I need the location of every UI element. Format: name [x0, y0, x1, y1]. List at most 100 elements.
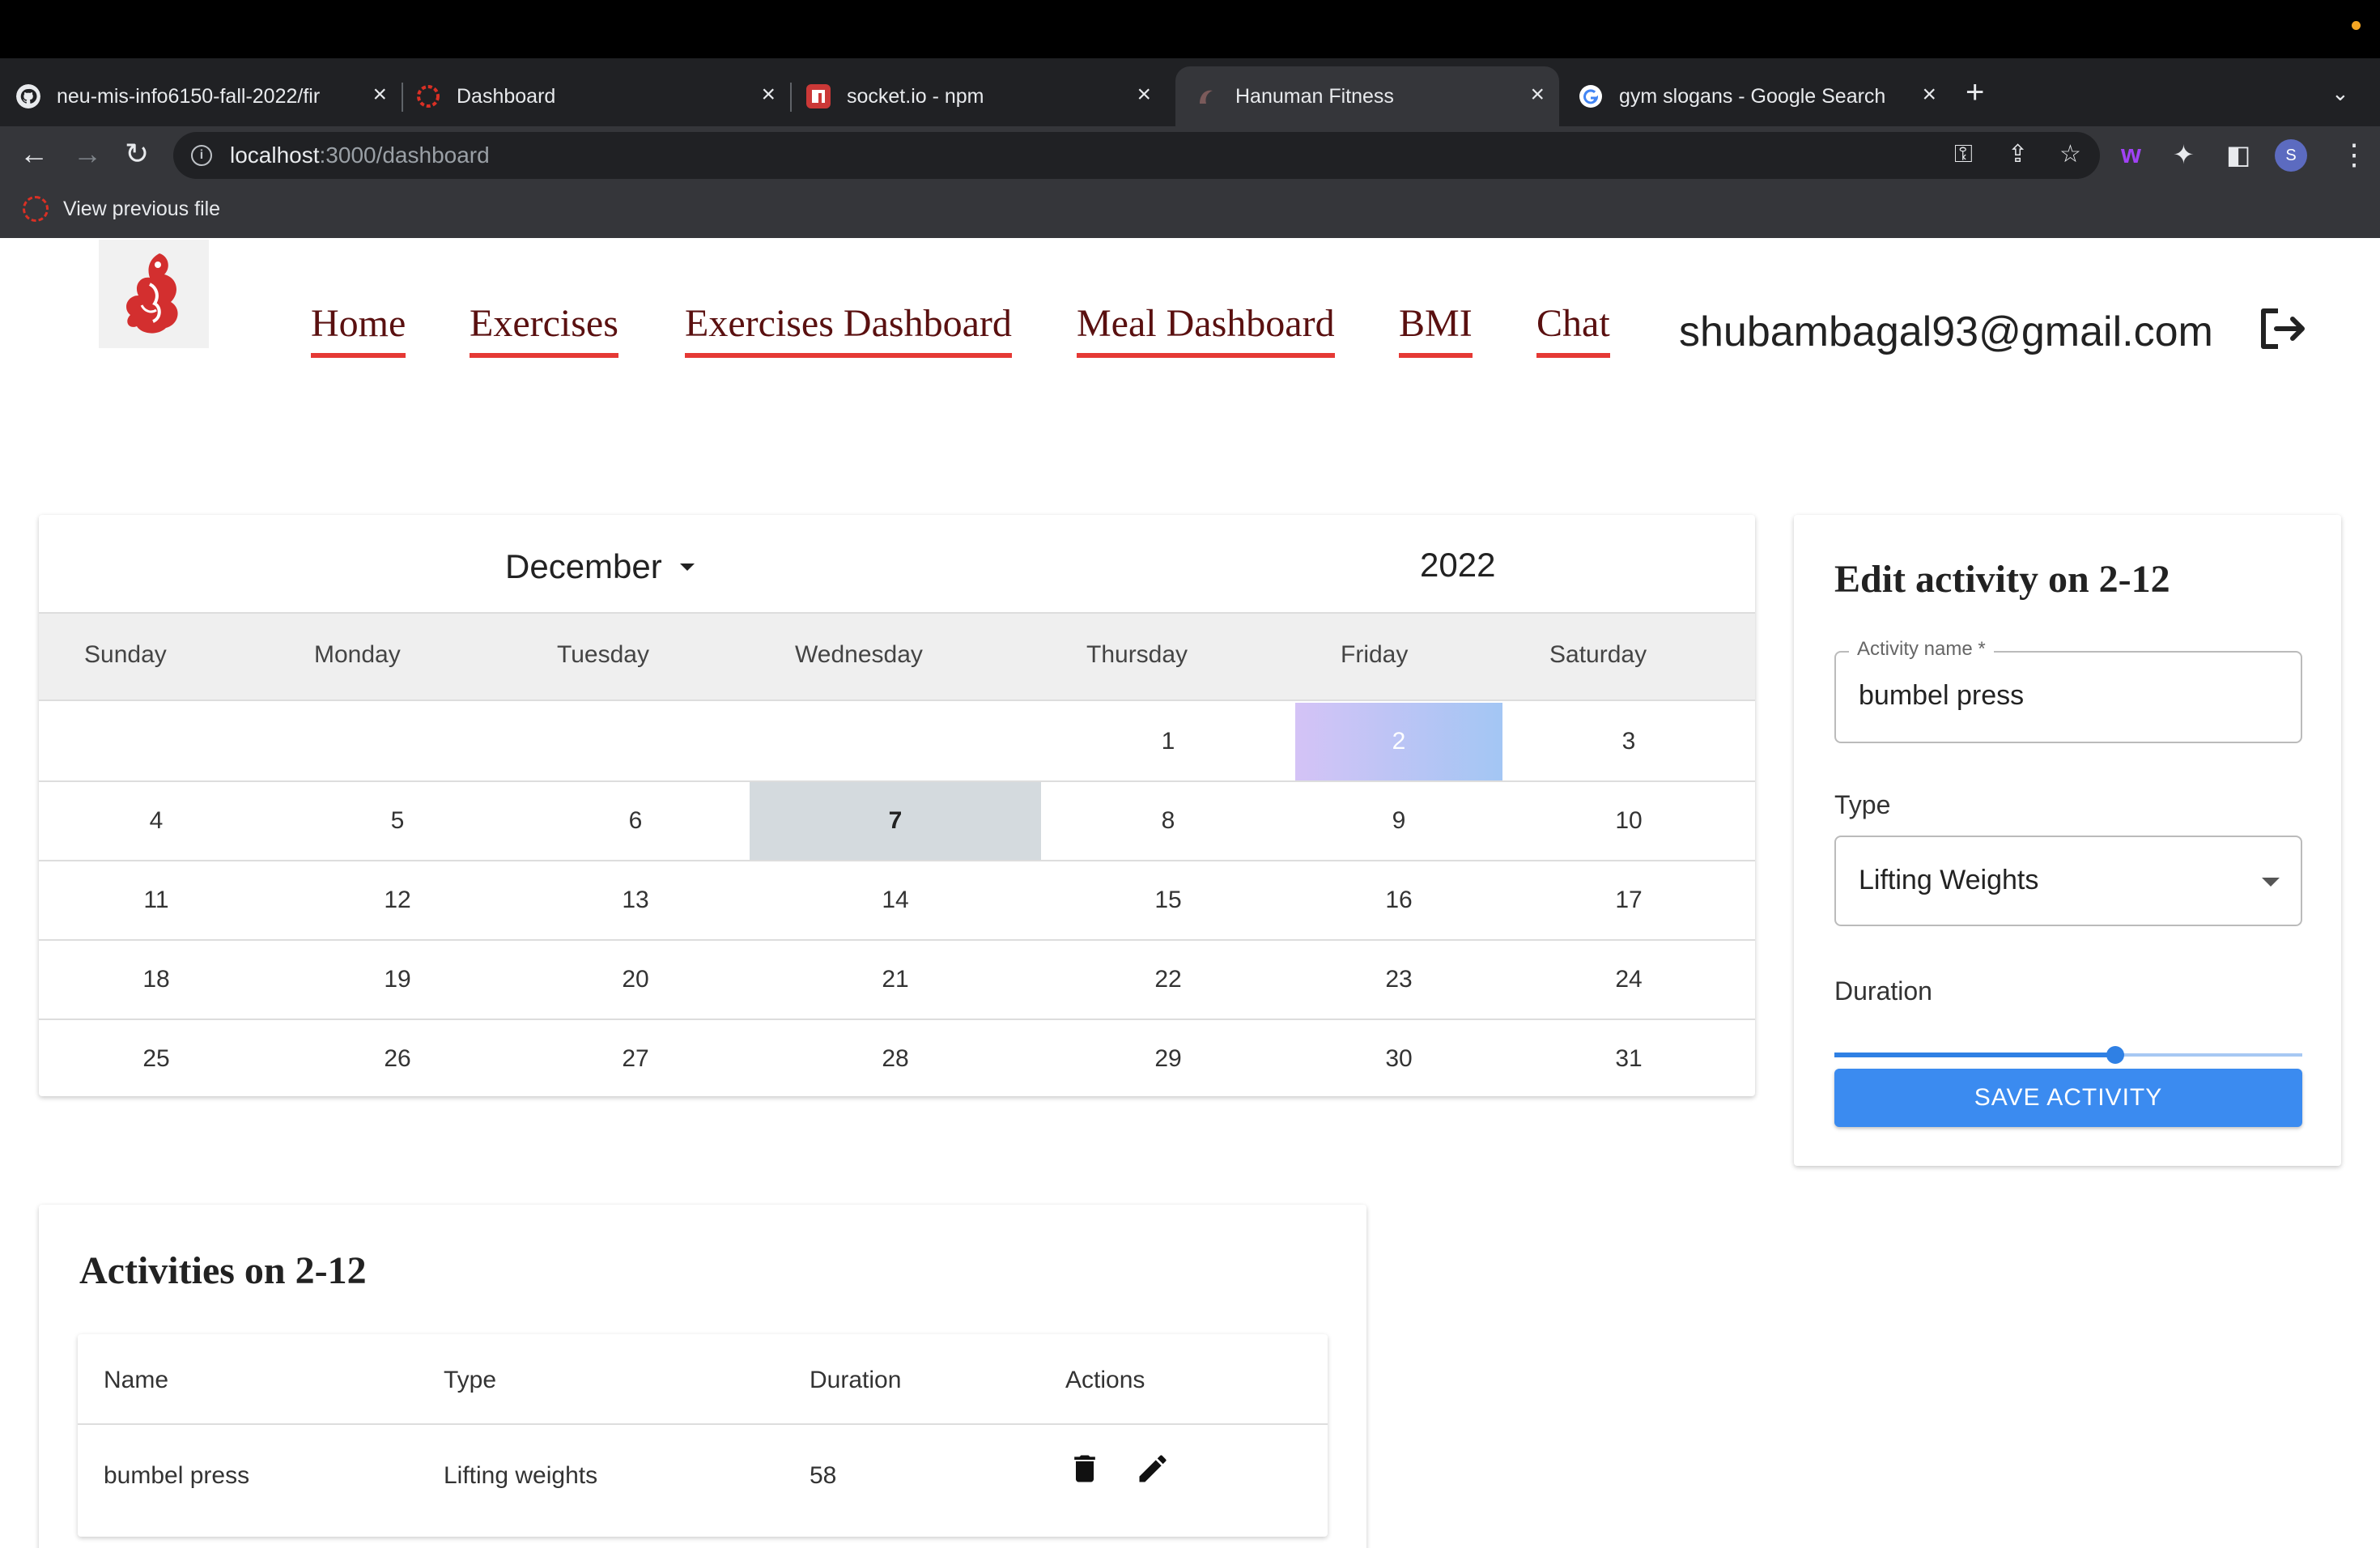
- forward-arrow-icon[interactable]: →: [73, 137, 102, 170]
- address-bar[interactable]: i localhost:3000/dashboard: [173, 132, 2100, 179]
- month-selector[interactable]: December: [505, 547, 695, 586]
- delete-trash-icon[interactable]: [1067, 1451, 1103, 1486]
- type-select[interactable]: Lifting Weights: [1834, 836, 2302, 926]
- calendar-day-cell[interactable]: 20: [622, 966, 649, 993]
- calendar-empty-cell: [521, 703, 750, 780]
- close-tab-icon[interactable]: ×: [1137, 81, 1151, 108]
- calendar-day-cell[interactable]: 5: [390, 807, 405, 834]
- activities-title: Activities on 2-12: [79, 1249, 367, 1292]
- close-tab-icon[interactable]: ×: [761, 81, 776, 108]
- tab-search-chevron-icon[interactable]: ⌄: [2331, 81, 2349, 105]
- calendar-day-cell[interactable]: 10: [1615, 807, 1643, 834]
- tab-hanuman-fitness[interactable]: Hanuman Fitness ×: [1175, 66, 1559, 126]
- year-label[interactable]: 2022: [1420, 546, 1496, 584]
- type-select-value: Lifting Weights: [1859, 865, 2039, 895]
- profile-avatar[interactable]: S: [2275, 139, 2307, 172]
- calendar-day-cell[interactable]: 23: [1385, 966, 1413, 993]
- bookmark-star-icon[interactable]: ☆: [2059, 141, 2081, 168]
- calendar-day-cell[interactable]: 1: [1161, 728, 1175, 755]
- reload-icon[interactable]: ↻: [125, 137, 150, 170]
- calendar-day-cell[interactable]: 30: [1385, 1045, 1413, 1072]
- calendar-day-cell[interactable]: 8: [1161, 807, 1175, 834]
- duration-slider[interactable]: [1834, 1043, 2302, 1067]
- calendar-day-cell[interactable]: 17: [1615, 887, 1643, 913]
- column-header-type: Type: [444, 1367, 497, 1393]
- calendar-day-cell[interactable]: 12: [384, 887, 411, 913]
- bookmarks-bar: View previous file: [0, 185, 2380, 238]
- calendar-day-cell[interactable]: 16: [1385, 887, 1413, 913]
- tab-npm[interactable]: socket.io - npm ×: [806, 66, 1166, 126]
- recording-indicator-icon: [2352, 21, 2361, 30]
- calendar-day-cell[interactable]: 19: [384, 966, 411, 993]
- calendar-week-row: 1 2 3: [39, 703, 1755, 782]
- nav-exercises[interactable]: Exercises: [470, 300, 618, 358]
- calendar-day-cell[interactable]: 27: [622, 1045, 649, 1072]
- calendar-week-row: 25 26 27 28 29 30 31: [39, 1020, 1755, 1099]
- close-tab-icon[interactable]: ×: [372, 81, 387, 108]
- tab-github[interactable]: neu-mis-info6150-fall-2022/fir ×: [16, 66, 403, 126]
- calendar-day-cell[interactable]: 22: [1154, 966, 1182, 993]
- calendar-day-cell[interactable]: 29: [1154, 1045, 1182, 1072]
- hanuman-favicon-icon: [1200, 90, 1213, 104]
- bookmark-view-previous-file[interactable]: View previous file: [23, 196, 220, 222]
- tab-dashboard[interactable]: Dashboard ×: [416, 66, 792, 126]
- user-email: shubambagal93@gmail.com: [1679, 308, 2213, 355]
- activity-name-label: Activity name *: [1849, 638, 1994, 661]
- calendar-day-cell[interactable]: 26: [384, 1045, 411, 1072]
- calendar-day-cell[interactable]: 9: [1392, 807, 1406, 834]
- weekday-label: Friday: [1341, 641, 1409, 668]
- activities-card: Activities on 2-12 Name Type Duration Ac…: [39, 1205, 1366, 1548]
- back-arrow-icon[interactable]: ←: [19, 137, 49, 170]
- nav-chat[interactable]: Chat: [1536, 300, 1610, 358]
- tab-label: socket.io - npm: [847, 84, 984, 108]
- calendar-day-cell[interactable]: 14: [882, 887, 909, 913]
- weekday-label: Wednesday: [795, 641, 923, 668]
- table-header-row: Name Type Duration Actions: [78, 1334, 1328, 1425]
- column-header-duration: Duration: [810, 1367, 902, 1393]
- key-icon[interactable]: ⚿: [1954, 141, 1973, 168]
- browser-menu-icon[interactable]: ⋮: [2340, 138, 2369, 171]
- site-info-icon[interactable]: i: [191, 145, 212, 166]
- calendar-day-cell[interactable]: 24: [1615, 966, 1643, 993]
- extension-w-icon[interactable]: w: [2121, 139, 2141, 168]
- share-icon[interactable]: ⇪: [2008, 141, 2029, 168]
- address-url: localhost:3000/dashboard: [230, 142, 490, 168]
- nav-meal-dashboard[interactable]: Meal Dashboard: [1077, 300, 1335, 358]
- new-tab-plus-icon[interactable]: +: [1966, 74, 1985, 110]
- calendar-day-cell[interactable]: 3: [1621, 728, 1636, 755]
- calendar-day-cell[interactable]: 6: [628, 807, 643, 834]
- extensions-puzzle-icon[interactable]: ✦: [2173, 140, 2195, 169]
- hanuman-logo-icon: [126, 253, 178, 334]
- calendar-day-cell[interactable]: 2: [1295, 703, 1502, 780]
- app-logo[interactable]: [99, 240, 209, 348]
- calendar-day-cell[interactable]: 11: [143, 887, 169, 913]
- nav-exercises-dashboard[interactable]: Exercises Dashboard: [685, 300, 1012, 358]
- calendar-day-cell[interactable]: 21: [882, 966, 909, 993]
- calendar-day-cell[interactable]: 28: [882, 1045, 909, 1072]
- calendar-day-cell[interactable]: 18: [142, 966, 170, 993]
- edit-pencil-icon[interactable]: [1135, 1451, 1171, 1486]
- close-tab-icon[interactable]: ×: [1922, 81, 1936, 108]
- calendar-day-cell[interactable]: 4: [149, 807, 164, 834]
- calendar-day-cell[interactable]: 13: [622, 887, 649, 913]
- nav-bmi[interactable]: BMI: [1399, 300, 1473, 358]
- save-activity-button[interactable]: SAVE ACTIVITY: [1834, 1069, 2302, 1127]
- activity-name-field[interactable]: Activity name * bumbel press: [1834, 638, 2302, 743]
- slider-thumb[interactable]: [2106, 1046, 2124, 1064]
- calendar-day-cell[interactable]: 15: [1154, 887, 1182, 913]
- nav-home[interactable]: Home: [311, 300, 406, 358]
- side-panel-icon[interactable]: ◧: [2226, 140, 2251, 169]
- tab-strip: neu-mis-info6150-fall-2022/fir × Dashboa…: [0, 58, 2380, 126]
- system-top-bar: [0, 0, 2380, 58]
- calendar-day-cell[interactable]: 31: [1615, 1045, 1643, 1072]
- logout-icon[interactable]: [2259, 308, 2307, 350]
- close-tab-icon[interactable]: ×: [1530, 81, 1545, 108]
- bookmark-label: View previous file: [63, 197, 221, 220]
- column-header-name: Name: [104, 1367, 169, 1393]
- tab-google-search[interactable]: gym slogans - Google Search ×: [1579, 66, 1951, 126]
- type-label: Type: [1834, 790, 1891, 819]
- calendar-day-cell[interactable]: 7: [750, 782, 1041, 860]
- column-header-actions: Actions: [1065, 1367, 1145, 1393]
- tab-separator: [790, 83, 792, 112]
- calendar-day-cell[interactable]: 25: [142, 1045, 170, 1072]
